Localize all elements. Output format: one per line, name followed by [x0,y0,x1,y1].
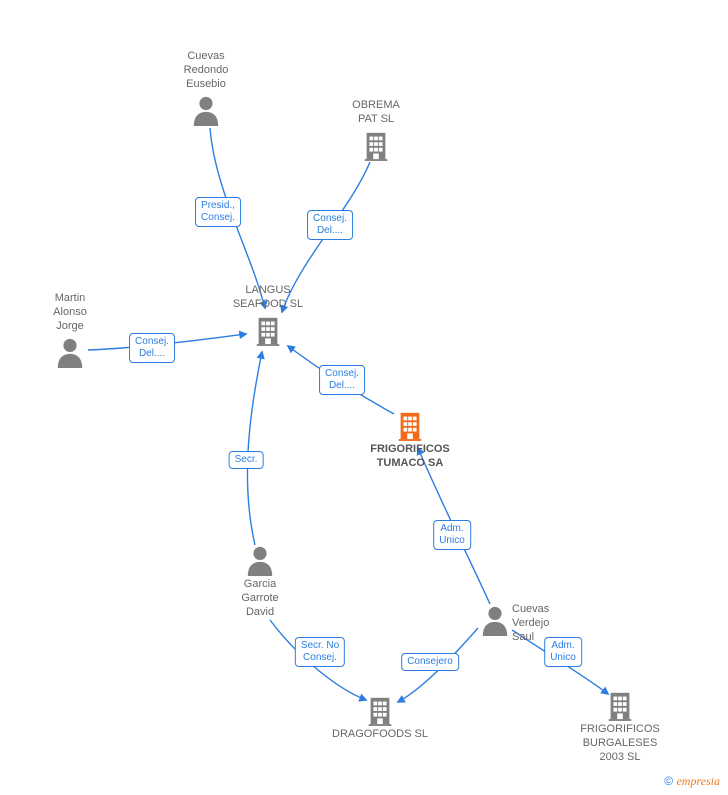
edge-label: Adm. Unico [544,637,582,667]
edge-label: Secr. [229,451,264,469]
brand-name: empresia [676,774,720,788]
edge-label: Consej. Del.... [307,210,353,240]
credit: © empresia [664,774,720,789]
edge-label: Secr. No Consej. [295,637,345,667]
edge [247,352,262,545]
edge-label: Adm. Unico [433,520,471,550]
edge-label: Consej. Del.... [319,365,365,395]
copyright-symbol: © [664,774,673,788]
diagram-canvas: Cuevas Redondo Eusebio OBREMA PAT SL Mar… [0,0,728,795]
edge-label: Presid., Consej. [195,197,241,227]
edge-label: Consej. Del.... [129,333,175,363]
edges-layer [0,0,728,795]
edge-label: Consejero [401,653,459,671]
